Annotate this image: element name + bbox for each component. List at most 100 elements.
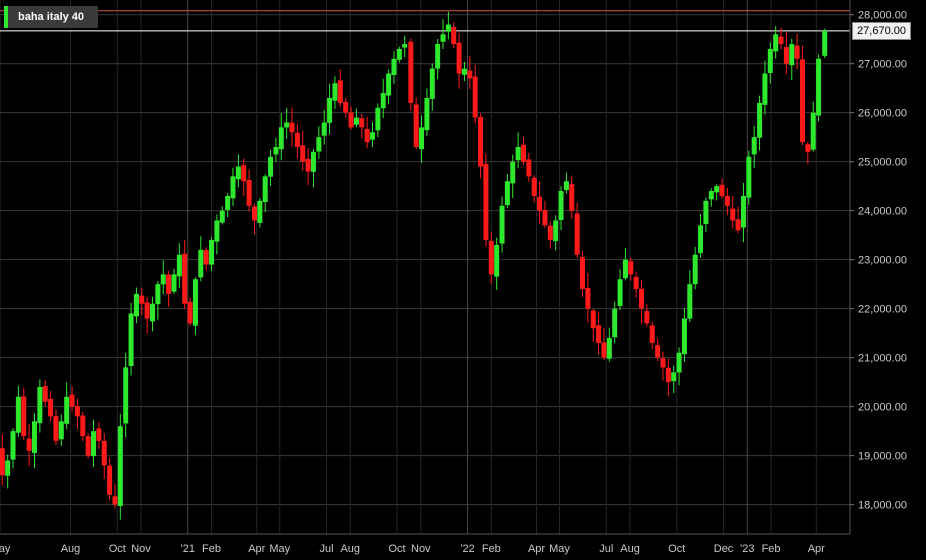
candle-body bbox=[117, 426, 123, 506]
candle-body bbox=[262, 176, 268, 203]
candle-body bbox=[789, 44, 795, 66]
candle-body bbox=[257, 200, 263, 223]
candle-body bbox=[316, 137, 322, 152]
candle-body bbox=[214, 220, 220, 242]
candle-body bbox=[251, 206, 257, 221]
candle-body bbox=[612, 308, 618, 338]
candle-body bbox=[504, 181, 510, 206]
candle-body bbox=[0, 448, 5, 476]
candle-body bbox=[569, 184, 575, 211]
candle-body bbox=[537, 196, 543, 211]
candle-body bbox=[585, 288, 591, 309]
candle-body bbox=[21, 396, 27, 437]
candle-body bbox=[467, 70, 473, 79]
candle-body bbox=[187, 301, 193, 324]
candle-body bbox=[310, 151, 316, 172]
candle-body bbox=[42, 386, 48, 402]
candle-body bbox=[284, 122, 290, 128]
candle-body bbox=[128, 313, 134, 366]
candle-body bbox=[483, 163, 489, 241]
candle-body bbox=[714, 186, 720, 193]
candle-body bbox=[676, 352, 682, 373]
candle-body bbox=[64, 396, 70, 424]
candle-body bbox=[198, 249, 204, 278]
instrument-name: baha italy 40 bbox=[18, 11, 85, 23]
candle-body bbox=[5, 460, 11, 476]
candle-body bbox=[472, 76, 478, 118]
candle-body bbox=[321, 122, 327, 136]
candle-body bbox=[580, 257, 586, 290]
candle-body bbox=[171, 274, 177, 292]
candle-body bbox=[413, 104, 419, 147]
candle-body bbox=[596, 325, 602, 343]
x-tick-label: Feb bbox=[762, 543, 781, 555]
x-tick-label: Jul bbox=[319, 543, 333, 555]
candle-body bbox=[53, 416, 59, 441]
candle-body bbox=[268, 156, 274, 177]
candle-body bbox=[740, 195, 746, 228]
candle-body bbox=[133, 293, 139, 317]
y-tick-label: 21,000.00 bbox=[858, 353, 907, 365]
instrument-legend[interactable]: baha italy 40 bbox=[4, 6, 98, 28]
reference-lines bbox=[0, 10, 850, 32]
candle-body bbox=[273, 146, 279, 155]
candle-body bbox=[451, 26, 457, 45]
candle-body bbox=[26, 438, 32, 451]
x-tick-label: '21 bbox=[181, 543, 195, 555]
candle-body bbox=[305, 158, 311, 172]
x-tick-label: Apr bbox=[528, 543, 545, 555]
x-tick-label: Feb bbox=[482, 543, 501, 555]
candle-body bbox=[558, 191, 564, 221]
series-color-swatch bbox=[4, 6, 8, 28]
candle-body bbox=[681, 318, 687, 355]
candle-body bbox=[730, 208, 736, 221]
candle-body bbox=[123, 367, 129, 424]
candle-body bbox=[69, 394, 75, 407]
candle-body bbox=[343, 101, 349, 113]
candle-body bbox=[402, 44, 408, 48]
x-tick-label: Aug bbox=[340, 543, 360, 555]
candle-body bbox=[735, 219, 741, 231]
candle-body bbox=[590, 310, 596, 329]
candle-body bbox=[353, 117, 359, 125]
candle-body bbox=[246, 179, 252, 206]
y-tick-label: 27,000.00 bbox=[858, 59, 907, 71]
candle-body bbox=[510, 161, 516, 184]
candle-body bbox=[176, 254, 182, 277]
candle-body bbox=[166, 274, 172, 294]
candle-body bbox=[375, 107, 381, 131]
candle-body bbox=[391, 58, 397, 75]
candle-body bbox=[192, 279, 198, 326]
candle-body bbox=[724, 195, 730, 206]
candle-body bbox=[494, 244, 500, 277]
candle-body bbox=[10, 431, 16, 460]
candle-body bbox=[574, 213, 580, 255]
candle-body bbox=[435, 44, 441, 69]
y-tick-label: 22,000.00 bbox=[858, 304, 907, 316]
candle-body bbox=[31, 421, 37, 453]
candle-body bbox=[396, 48, 402, 60]
candle-body bbox=[708, 191, 714, 200]
x-tick-label: May bbox=[549, 543, 570, 555]
candle-body bbox=[773, 34, 779, 52]
candle-body bbox=[805, 144, 811, 152]
candle-body bbox=[230, 176, 236, 199]
x-tick-label: Nov bbox=[131, 543, 151, 555]
x-tick-label: '22 bbox=[460, 543, 474, 555]
candle-body bbox=[15, 396, 21, 433]
candle-body bbox=[225, 195, 231, 210]
candle-body bbox=[456, 42, 462, 74]
candle-body bbox=[703, 200, 709, 225]
candle-body bbox=[289, 122, 295, 133]
x-tick-label: Apr bbox=[808, 543, 825, 555]
candle-body bbox=[622, 259, 628, 279]
candle-body bbox=[337, 80, 343, 103]
candle-body bbox=[639, 288, 645, 309]
candle-body bbox=[408, 41, 414, 103]
x-tick-label: Oct bbox=[109, 543, 126, 555]
candle-body bbox=[746, 156, 752, 198]
candle-body bbox=[359, 118, 365, 128]
candle-body bbox=[348, 112, 354, 128]
x-axis-ticks: May Aug Oct Nov '21 Feb Apr May Jul Aug Oct Nov '22 F… bbox=[0, 543, 825, 555]
